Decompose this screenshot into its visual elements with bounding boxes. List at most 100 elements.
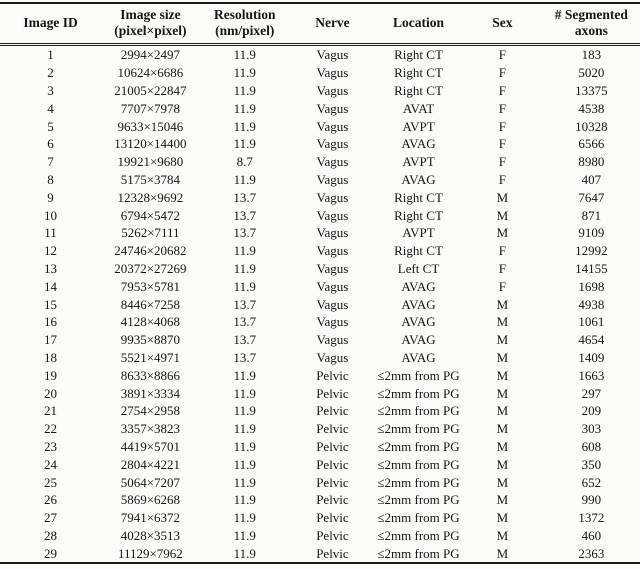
cell-sex: F [498, 260, 506, 276]
table-row: 16 4128×4068 13.7 Vagus AVAG M 1061 [0, 313, 640, 331]
cell-location: ≤2mm from PG [377, 527, 460, 543]
cell-image-size: 12328×9692 [117, 189, 184, 205]
table-row: 6 13120×14400 11.9 Vagus AVAG F 6566 [0, 135, 640, 153]
cell-image-size: 7707×7978 [120, 100, 181, 116]
column-header-sublabel: (nm/pixel) [215, 23, 275, 39]
cell-segmented-axons: 990 [581, 492, 602, 508]
cell-image-id: 10 [44, 207, 58, 223]
column-header-label: Image size [120, 7, 181, 22]
cell-image-id: 29 [44, 545, 58, 561]
cell-sex: M [496, 403, 509, 419]
cell-resolution: 11.9 [233, 65, 256, 81]
cell-segmented-axons: 407 [581, 171, 602, 187]
cell-resolution: 11.9 [233, 510, 256, 526]
column-header-sublabel: (pixel×pixel) [114, 23, 187, 39]
cell-nerve: Pelvic [316, 456, 349, 472]
cell-image-id: 17 [44, 332, 58, 348]
cell-resolution: 13.7 [233, 349, 257, 365]
cell-sex: M [496, 492, 509, 508]
cell-resolution: 13.7 [233, 207, 257, 223]
table-row: 14 7953×5781 11.9 Vagus AVAG F 1698 [0, 278, 640, 296]
table-row: 4 7707×7978 11.9 Vagus AVAT F 4538 [0, 100, 640, 118]
cell-nerve: Vagus [316, 136, 349, 152]
cell-resolution: 11.9 [233, 136, 256, 152]
cell-image-id: 23 [44, 438, 58, 454]
cell-image-id: 1 [47, 47, 54, 63]
cell-nerve: Vagus [316, 189, 349, 205]
table-row: 20 3891×3334 11.9 Pelvic ≤2mm from PG M 297 [0, 385, 640, 403]
table-row: 5 9633×15046 11.9 Vagus AVPT F 10328 [0, 118, 640, 136]
table-row: 3 21005×22847 11.9 Vagus Right CT F 13375 [0, 82, 640, 100]
cell-location: ≤2mm from PG [377, 456, 460, 472]
cell-image-size: 19921×9680 [117, 154, 184, 170]
cell-location: Right CT [394, 47, 443, 63]
cell-image-size: 13120×14400 [114, 136, 187, 152]
cell-sex: M [496, 332, 509, 348]
cell-image-id: 25 [44, 474, 58, 490]
table-header-row: Image ID Image size (pixel×pixel) Resolu… [0, 3, 640, 45]
cell-sex: M [496, 314, 509, 330]
cell-image-size: 2804×4221 [120, 456, 181, 472]
cell-resolution: 11.9 [233, 260, 256, 276]
cell-location: Right CT [394, 65, 443, 81]
cell-nerve: Vagus [316, 171, 349, 187]
cell-image-size: 20372×27269 [114, 260, 187, 276]
cell-image-size: 5175×3784 [120, 171, 181, 187]
cell-location: ≤2mm from PG [377, 545, 460, 561]
table-row: 2 10624×6686 11.9 Vagus Right CT F 5020 [0, 64, 640, 82]
cell-location: AVAG [401, 278, 436, 294]
cell-image-id: 9 [47, 189, 54, 205]
cell-segmented-axons: 8980 [578, 154, 605, 170]
column-header-label: Resolution [214, 7, 276, 22]
column-header-label: Sex [492, 15, 513, 31]
cell-location: ≤2mm from PG [377, 438, 460, 454]
cell-image-size: 6794×5472 [120, 207, 181, 223]
table-row: 24 2804×4221 11.9 Pelvic ≤2mm from PG M 350 [0, 456, 640, 474]
table-row: 11 5262×7111 13.7 Vagus AVPT M 9109 [0, 224, 640, 242]
cell-sex: M [496, 367, 509, 383]
cell-sex: M [496, 421, 509, 437]
cell-resolution: 11.9 [233, 385, 256, 401]
cell-segmented-axons: 7647 [578, 189, 605, 205]
cell-image-size: 4028×3513 [120, 527, 181, 543]
cell-image-id: 26 [44, 492, 58, 508]
cell-location: Right CT [394, 82, 443, 98]
cell-segmented-axons: 13375 [575, 82, 608, 98]
cell-segmented-axons: 2363 [578, 545, 605, 561]
table-row: 23 4419×5701 11.9 Pelvic ≤2mm from PG M 608 [0, 438, 640, 456]
cell-location: ≤2mm from PG [377, 510, 460, 526]
column-header-label: Nerve [315, 15, 350, 31]
cell-image-id: 20 [44, 385, 58, 401]
cell-location: ≤2mm from PG [377, 492, 460, 508]
table-row: 28 4028×3513 11.9 Pelvic ≤2mm from PG M 460 [0, 527, 640, 545]
cell-segmented-axons: 460 [581, 527, 602, 543]
cell-image-id: 3 [47, 82, 54, 98]
cell-resolution: 11.9 [233, 171, 256, 187]
cell-image-size: 8446×7258 [120, 296, 181, 312]
cell-image-size: 7953×5781 [120, 278, 181, 294]
cell-resolution: 13.7 [233, 225, 257, 241]
cell-nerve: Pelvic [316, 527, 349, 543]
cell-image-size: 9633×15046 [117, 118, 184, 134]
column-header-label: Location [393, 15, 445, 31]
cell-resolution: 11.9 [233, 278, 256, 294]
cell-nerve: Vagus [316, 314, 349, 330]
cell-nerve: Vagus [316, 82, 349, 98]
cell-segmented-axons: 608 [581, 438, 602, 454]
cell-sex: F [498, 47, 506, 63]
cell-image-id: 6 [47, 136, 54, 152]
cell-segmented-axons: 652 [581, 474, 602, 490]
cell-nerve: Vagus [316, 349, 349, 365]
column-header-resolution: Resolution (nm/pixel) [200, 3, 290, 45]
cell-segmented-axons: 14155 [575, 260, 608, 276]
table-body: 1 2994×2497 11.9 Vagus Right CT F 183 2 10624×66… [0, 45, 640, 564]
cell-location: AVAG [401, 332, 436, 348]
table-row: 19 8633×8866 11.9 Pelvic ≤2mm from PG M 1663 [0, 367, 640, 385]
table-row: 10 6794×5472 13.7 Vagus Right CT M 871 [0, 207, 640, 225]
cell-image-id: 7 [47, 154, 54, 170]
cell-segmented-axons: 4938 [578, 296, 605, 312]
cell-nerve: Vagus [316, 243, 349, 259]
cell-nerve: Pelvic [316, 421, 349, 437]
cell-location: ≤2mm from PG [377, 367, 460, 383]
cell-resolution: 11.9 [233, 474, 256, 490]
